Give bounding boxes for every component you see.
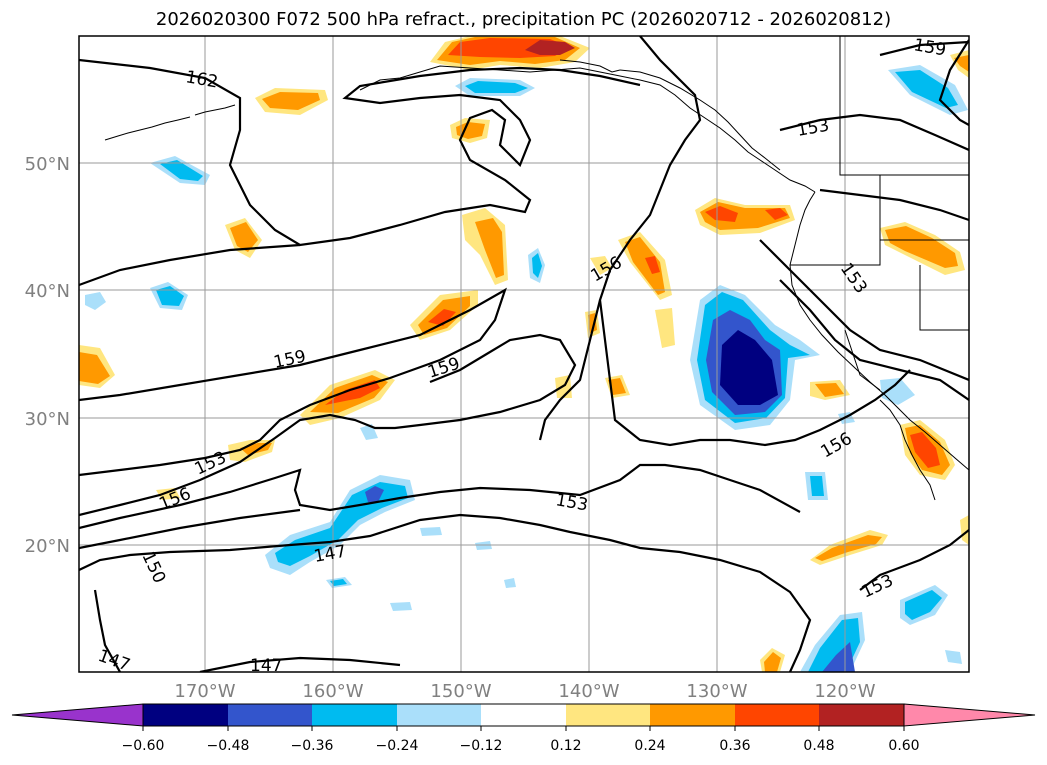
lat-tick: 30°N — [25, 409, 70, 430]
lon-tick: 170°W — [174, 681, 235, 702]
colorbar: −0.60 −0.48 −0.36 −0.24 −0.12 0.12 0.24 … — [11, 703, 1036, 754]
lon-tick-labels: 170°W 160°W 150°W 140°W 130°W 120°W — [174, 681, 875, 702]
map-panel: 162 159 159 159 156 156 156 153 153 153 … — [78, 35, 970, 676]
coastlines — [104, 36, 969, 501]
colorbar-bin — [650, 704, 735, 726]
colorbar-tick-label: 0.60 — [888, 738, 919, 754]
colorbar-bin — [312, 704, 397, 726]
refractivity-contours — [79, 36, 969, 672]
colorbar-tick-label: −0.60 — [122, 738, 165, 754]
lon-tick: 130°W — [686, 681, 747, 702]
colorbar-tick-label: 0.24 — [634, 738, 665, 754]
colorbar-tick-label: 0.48 — [803, 738, 834, 754]
map-title: 2026020300 F072 500 hPa refract., precip… — [155, 9, 892, 30]
colorbar-bin — [735, 704, 819, 726]
lon-tick: 120°W — [814, 681, 875, 702]
colorbar-tick-label: −0.24 — [376, 738, 419, 754]
colorbar-bin — [481, 704, 566, 726]
colorbar-bin — [819, 704, 904, 726]
lon-tick: 150°W — [430, 681, 491, 702]
colorbar-tick-label: −0.36 — [291, 738, 334, 754]
contour-label: 147 — [250, 656, 282, 676]
lat-tick: 50°N — [25, 154, 70, 175]
lat-tick: 40°N — [25, 281, 70, 302]
colorbar-bin — [566, 704, 650, 726]
colorbar-tick-label: 0.12 — [550, 738, 581, 754]
colorbar-bin — [397, 704, 481, 726]
colorbar-bin — [143, 704, 228, 726]
lat-tick-labels: 50°N 40°N 30°N 20°N — [25, 154, 70, 557]
colorbar-tick-label: 0.36 — [719, 738, 750, 754]
lon-tick: 160°W — [302, 681, 363, 702]
colorbar-extend-min — [11, 703, 144, 727]
map-background — [79, 36, 969, 672]
lat-tick: 20°N — [25, 536, 70, 557]
colorbar-tick-label: −0.48 — [207, 738, 250, 754]
colorbar-tick-label: −0.12 — [460, 738, 503, 754]
colorbar-frame — [142, 703, 905, 727]
colorbar-extend-max — [903, 703, 1036, 727]
lon-tick: 140°W — [558, 681, 619, 702]
colorbar-bin — [228, 704, 312, 726]
map-frame — [78, 35, 970, 673]
graticule — [79, 36, 969, 672]
